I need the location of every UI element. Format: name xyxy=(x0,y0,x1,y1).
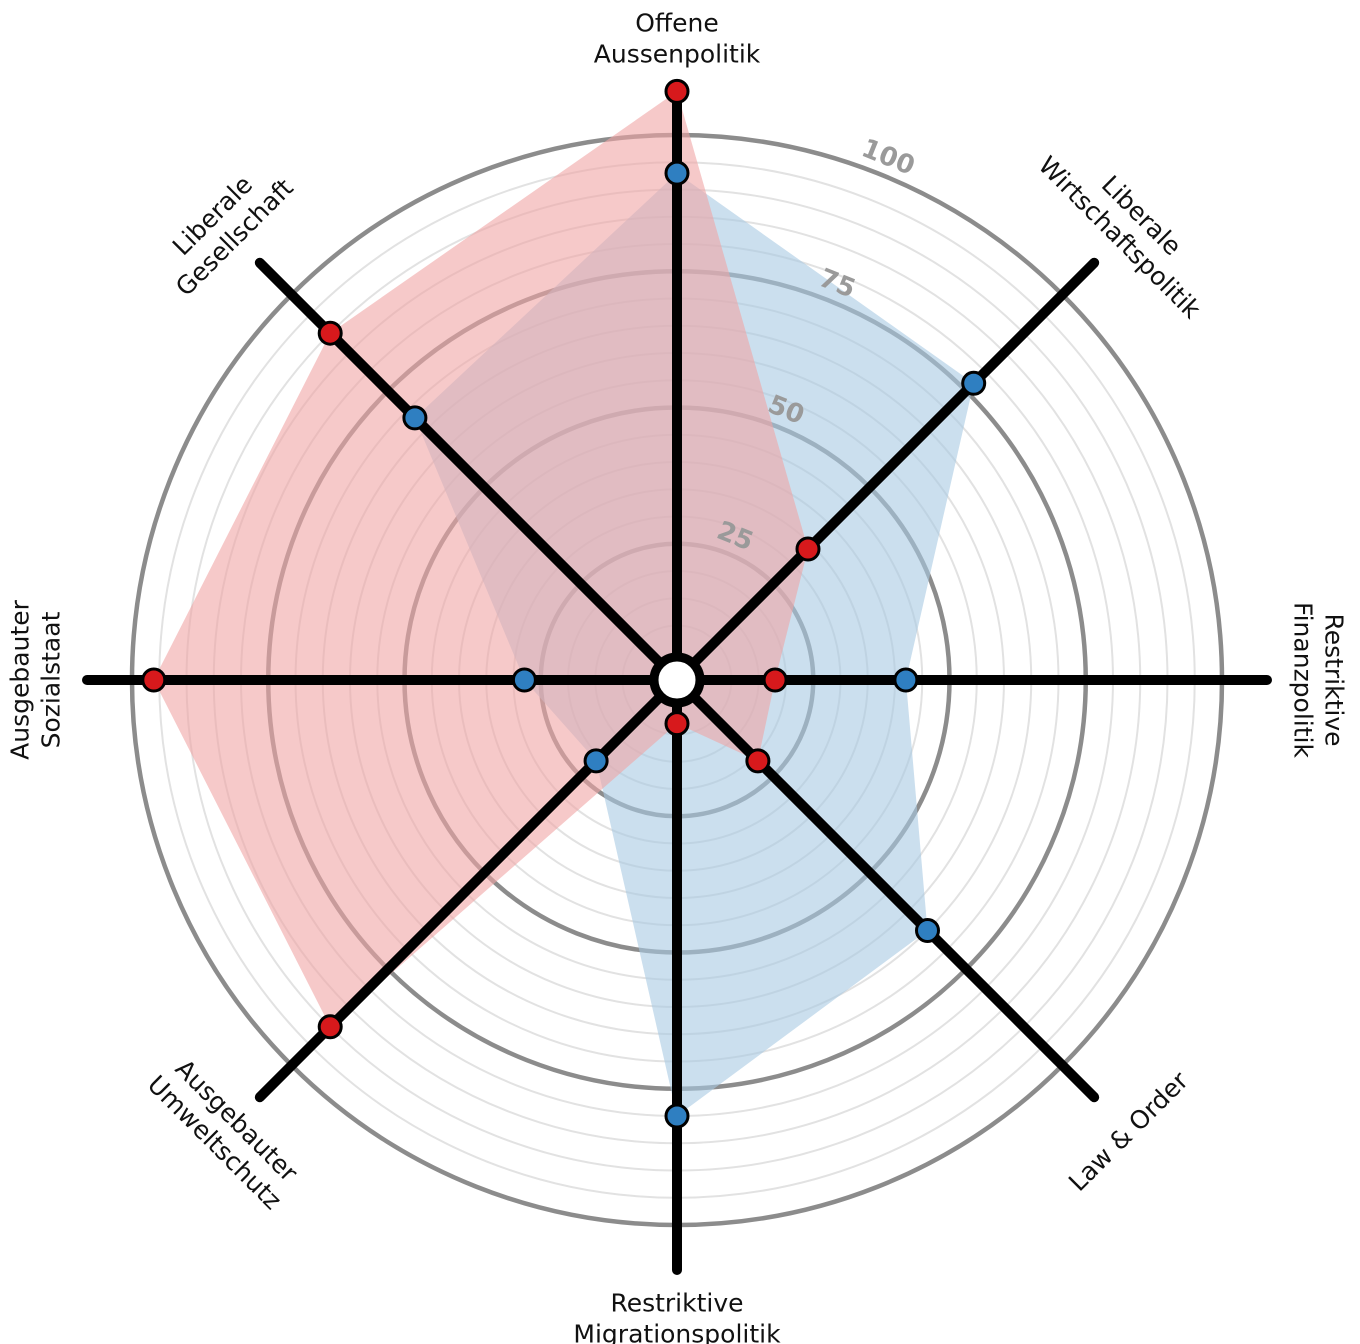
axis-label-line: Restriktive xyxy=(610,1289,743,1318)
axis-layer xyxy=(82,85,1272,1275)
data-point-series2-wirtschaft xyxy=(795,536,821,562)
data-point-series2-law xyxy=(745,748,771,774)
data-point-series2-migration xyxy=(664,711,690,737)
axis-label-line: Offene xyxy=(635,9,719,38)
axis-label-line: Ausgebauter xyxy=(6,599,35,759)
data-point-series1-gesellschaft xyxy=(402,405,428,431)
data-point-series1-sozial xyxy=(511,667,537,693)
axis-label-line: Sozialstaat xyxy=(37,611,66,748)
axis-line-law xyxy=(672,675,1100,1103)
data-point-series2-aussen xyxy=(664,78,690,104)
axis-label-line: Finanzpolitik xyxy=(1289,602,1318,758)
data-point-series2-umwelt xyxy=(317,1014,343,1040)
axis-label-sozial: Ausgebauter Sozialstaat xyxy=(6,599,66,759)
data-point-series2-gesellschaft xyxy=(317,320,343,346)
data-point-series2-sozial xyxy=(141,667,167,693)
tick-label-100: 100 xyxy=(857,133,919,181)
axis-line-wirtschaft xyxy=(672,257,1100,685)
data-point-series1-aussen xyxy=(664,160,690,186)
data-point-series2-finanz xyxy=(762,667,788,693)
series-area-layer xyxy=(153,91,974,1117)
axis-label-line: Aussenpolitik xyxy=(594,40,761,69)
center-hub xyxy=(649,652,705,708)
data-point-layer xyxy=(141,78,987,1129)
data-point-series1-umwelt xyxy=(583,748,609,774)
data-point-series1-finanz xyxy=(893,667,919,693)
data-point-series1-wirtschaft xyxy=(961,370,987,396)
data-point-series1-law xyxy=(915,918,940,943)
series-area-2 xyxy=(153,91,809,1027)
data-point-series1-migration xyxy=(664,1103,690,1129)
axis-label-line: Migrationspolitik xyxy=(573,1320,781,1344)
axis-label-line: Restriktive xyxy=(1320,613,1349,746)
